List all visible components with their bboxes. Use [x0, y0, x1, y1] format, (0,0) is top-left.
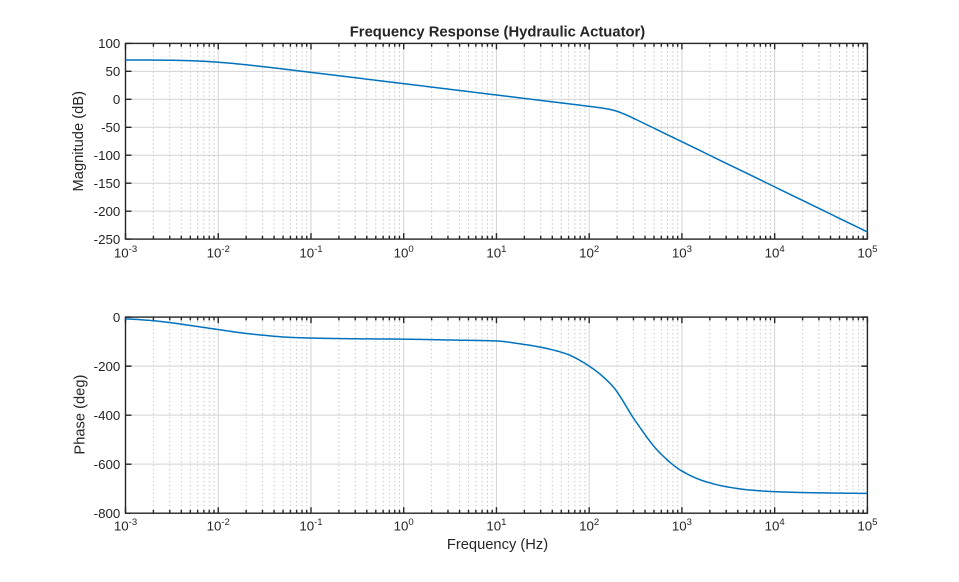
svg-text:0: 0: [113, 310, 120, 325]
svg-text:-250: -250: [94, 232, 121, 247]
svg-text:Frequency Response (Hydraulic: Frequency Response (Hydraulic Actuator): [350, 24, 646, 40]
svg-text:-100: -100: [94, 148, 121, 163]
svg-text:-150: -150: [94, 176, 121, 191]
svg-text:Magnitude (dB): Magnitude (dB): [71, 91, 87, 191]
svg-text:50: 50: [106, 64, 121, 79]
svg-text:-600: -600: [94, 457, 121, 472]
svg-text:-200: -200: [94, 204, 121, 219]
svg-text:-50: -50: [101, 120, 120, 135]
svg-text:-200: -200: [94, 359, 121, 374]
svg-text:-800: -800: [94, 506, 121, 521]
svg-text:100: 100: [98, 36, 120, 51]
svg-text:Frequency (Hz): Frequency (Hz): [447, 537, 548, 553]
svg-text:-400: -400: [94, 408, 121, 423]
svg-text:Phase (deg): Phase (deg): [73, 375, 89, 455]
svg-text:0: 0: [113, 92, 120, 107]
